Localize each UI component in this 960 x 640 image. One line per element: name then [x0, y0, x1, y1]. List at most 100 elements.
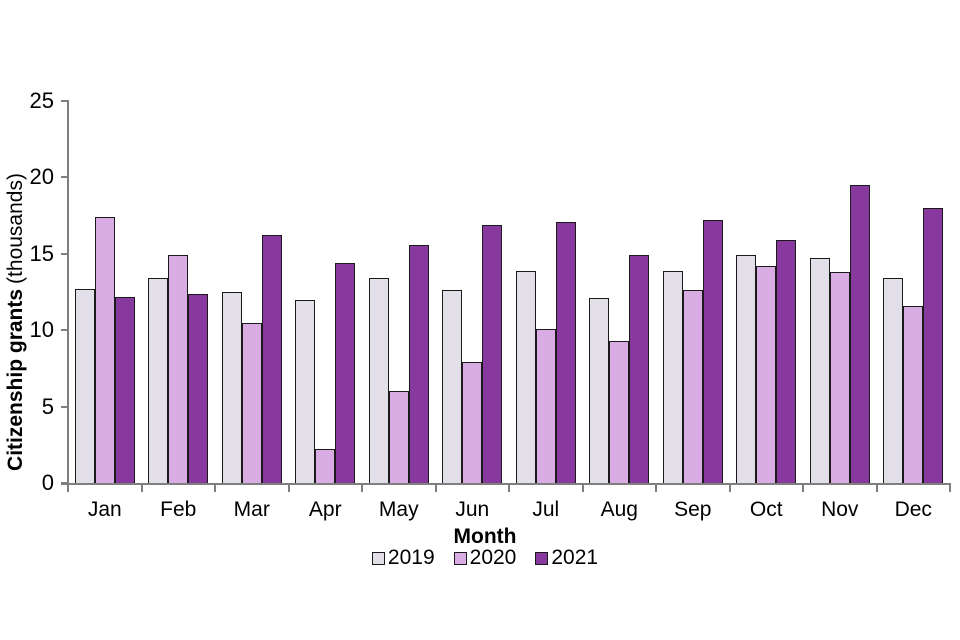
- x-tick-mark-4: [361, 485, 363, 492]
- x-label-mar: Mar: [233, 498, 270, 521]
- legend-item-2020: 2020: [453, 546, 517, 570]
- bar-group-nov: [803, 101, 877, 483]
- legend-label-2021: 2021: [551, 546, 599, 569]
- bar-group-jun: [436, 101, 510, 483]
- y-tick-mark-10: [61, 329, 68, 332]
- bar-2019-mar: [221, 292, 242, 483]
- x-tick-mark-3: [287, 485, 290, 492]
- x-tick-mark-7: [581, 485, 584, 492]
- bar-2019-feb: [148, 278, 169, 483]
- y-tick-mark-20: [61, 176, 68, 179]
- bar-2021-apr: [335, 262, 356, 483]
- bar-2020-apr: [315, 449, 336, 483]
- bar-group-apr: [289, 101, 363, 483]
- x-tick-mark-5: [434, 485, 437, 492]
- y-axis-ticks: 0 5 10 15 20 25: [0, 89, 68, 495]
- bar-2021-may: [408, 244, 429, 483]
- bar-2019-nov: [809, 258, 830, 483]
- y-tick-mark-5: [61, 405, 68, 408]
- bar-2019-dec: [883, 278, 904, 483]
- x-label-jan: Jan: [87, 498, 122, 521]
- bar-2020-dec: [903, 305, 924, 483]
- x-label-aug: Aug: [600, 498, 638, 521]
- bar-2021-oct: [776, 240, 797, 483]
- x-label-jun: Jun: [455, 498, 490, 521]
- bar-group-feb: [142, 101, 216, 483]
- bar-2021-aug: [629, 255, 650, 483]
- x-axis-ticks: [0, 485, 960, 493]
- legend-item-2019: 2019: [371, 546, 435, 570]
- x-tick-mark-1: [140, 485, 143, 492]
- bar-2020-may: [388, 391, 409, 483]
- bar-group-oct: [730, 101, 804, 483]
- y-tick-label-15: 15: [29, 240, 54, 266]
- y-tick-label-10: 10: [29, 317, 54, 343]
- bar-2020-nov: [829, 272, 850, 483]
- bar-group-dec: [877, 101, 951, 483]
- x-tick-mark-2: [214, 485, 216, 492]
- bar-group-aug: [583, 101, 657, 483]
- x-label-dec: Dec: [894, 498, 932, 521]
- bar-2020-oct: [756, 266, 777, 483]
- x-label-oct: Oct: [749, 498, 783, 521]
- legend-label-2019: 2019: [387, 546, 435, 569]
- x-label-may: May: [378, 498, 419, 521]
- bar-2020-sep: [682, 290, 703, 483]
- y-tick-mark-15: [61, 252, 68, 255]
- x-label-sep: Sep: [674, 498, 712, 521]
- x-tick-mark-11: [875, 485, 878, 492]
- x-tick-mark-12: [949, 485, 951, 492]
- bar-2021-feb: [188, 293, 209, 483]
- bar-2021-sep: [702, 220, 723, 483]
- plot-area: [68, 101, 950, 483]
- bar-2019-apr: [295, 299, 316, 483]
- bar-2019-jan: [74, 288, 95, 483]
- bar-2020-jun: [462, 362, 483, 483]
- y-tick-label-25: 25: [29, 88, 54, 113]
- x-label-jul: Jul: [532, 498, 560, 521]
- y-tick-label-5: 5: [41, 393, 54, 419]
- x-tick-mark-10: [802, 485, 804, 492]
- x-tick-mark-0: [67, 485, 69, 492]
- legend-swatch-2021: [535, 551, 549, 565]
- x-label-feb: Feb: [160, 498, 197, 521]
- bar-2020-aug: [609, 340, 630, 483]
- bar-2020-jul: [535, 328, 556, 483]
- x-axis-line: [61, 483, 951, 485]
- x-tick-mark-9: [728, 485, 731, 492]
- bar-group-jan: [68, 101, 142, 483]
- bar-group-may: [362, 101, 436, 483]
- bar-2021-jan: [114, 296, 135, 483]
- legend-label-2020: 2020: [469, 546, 517, 569]
- bar-2019-jul: [515, 270, 536, 483]
- bar-group-sep: [656, 101, 730, 483]
- x-tick-mark-6: [508, 485, 510, 492]
- x-axis-title: Month: [453, 525, 517, 548]
- y-axis-line: [67, 100, 69, 485]
- x-label-nov: Nov: [821, 498, 859, 521]
- bar-2020-jan: [94, 217, 115, 483]
- y-tick-mark-0: [61, 482, 68, 484]
- bar-group-jul: [509, 101, 583, 483]
- bar-group-mar: [215, 101, 289, 483]
- bar-2021-jul: [555, 221, 576, 483]
- legend: 2019 2020 2021: [0, 546, 960, 570]
- x-axis-category-labels: Jan Feb Mar Apr May Jun Jul Aug Sep Oct Nov Dec: [68, 497, 950, 523]
- legend-swatch-2020: [453, 551, 467, 565]
- bar-2019-may: [368, 278, 389, 483]
- x-tick-mark-8: [655, 485, 657, 492]
- y-tick-label-0: 0: [41, 470, 54, 495]
- bar-2020-feb: [168, 255, 189, 483]
- legend-swatch-2019: [371, 551, 385, 565]
- y-tick-label-20: 20: [29, 164, 54, 190]
- bar-2019-oct: [736, 255, 757, 483]
- bar-2021-mar: [261, 235, 282, 483]
- x-label-apr: Apr: [308, 498, 342, 521]
- bar-2021-nov: [849, 185, 870, 483]
- bar-2021-dec: [923, 207, 944, 483]
- bar-2020-mar: [241, 322, 262, 483]
- legend-item-2021: 2021: [535, 546, 598, 570]
- bar-2019-aug: [589, 298, 610, 483]
- bar-2021-jun: [482, 224, 503, 483]
